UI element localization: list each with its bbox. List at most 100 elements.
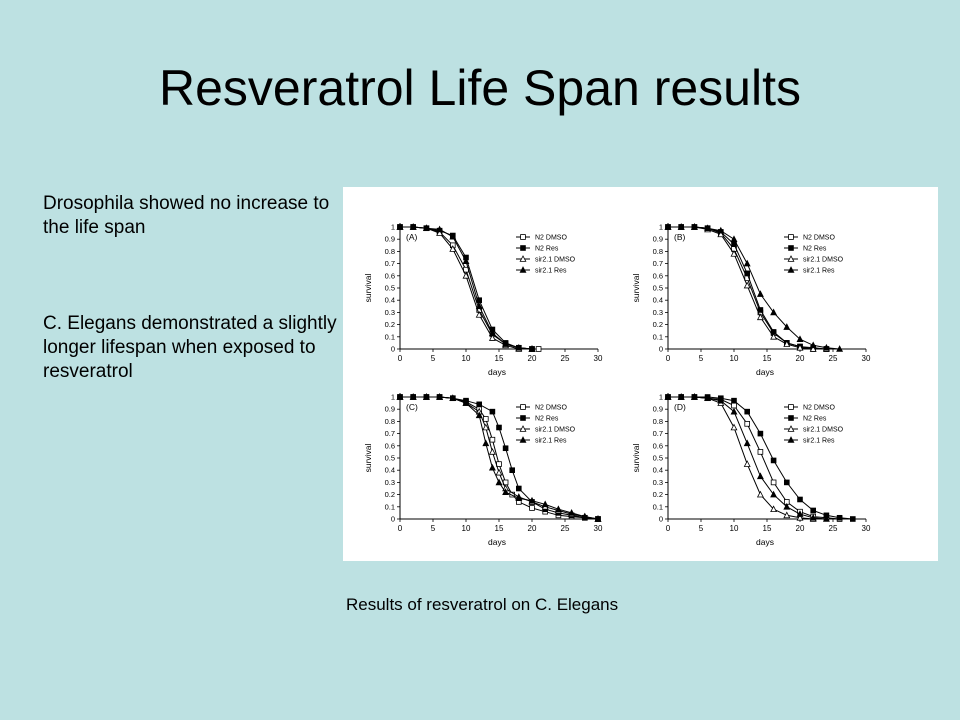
data-point — [496, 424, 502, 431]
series-line — [400, 396, 599, 520]
data-point — [704, 394, 712, 402]
legend-entry: sir2.1 DMSO — [784, 425, 844, 434]
figure-caption: Results of resveratrol on C. Elegans — [346, 595, 619, 614]
data-point — [475, 310, 483, 318]
data-point — [704, 224, 712, 232]
data-point — [664, 393, 672, 400]
legend-label: sir2.1 Res — [803, 438, 835, 445]
legend-label: N2 Res — [803, 246, 827, 253]
data-point — [796, 343, 804, 351]
legend-label: sir2.1 Res — [535, 268, 567, 275]
data-point — [783, 340, 791, 347]
x-axis-label: days — [756, 367, 774, 377]
y-tick-label: 0.2 — [385, 320, 395, 329]
data-point — [462, 257, 470, 264]
data-point — [717, 396, 725, 404]
chart-panel-d: 00.10.20.30.40.50.60.70.80.910 5 10 15 20 25 3… — [631, 393, 871, 548]
data-point — [756, 290, 764, 297]
bullet-text-c-elegans: C. Elegans demonstrated a slightly longe… — [43, 313, 337, 382]
x-tick-label: 15 — [495, 524, 504, 533]
y-tick-label: 0.6 — [653, 271, 663, 280]
data-point — [822, 343, 830, 351]
x-tick-label: 30 — [862, 354, 871, 363]
y-tick-label: 0 — [391, 515, 395, 524]
data-point — [849, 516, 856, 522]
x-tick-label: 10 — [462, 524, 471, 533]
legend-marker — [520, 415, 526, 421]
y-axis-label: survival — [631, 273, 641, 302]
series-sir2-1-res — [396, 223, 536, 352]
legend-label: sir2.1 Res — [535, 438, 567, 445]
data-point — [528, 496, 536, 504]
data-point — [475, 302, 483, 310]
legend-marker — [787, 425, 795, 432]
data-point — [717, 230, 725, 238]
legend-marker — [519, 266, 527, 273]
data-point — [489, 436, 496, 443]
data-point — [783, 323, 791, 330]
series-line — [400, 396, 599, 520]
data-point — [554, 505, 562, 513]
data-point — [809, 513, 817, 521]
legend-entry: sir2.1 Res — [516, 266, 567, 275]
data-point — [770, 479, 777, 486]
x-tick-label: 20 — [796, 354, 805, 363]
data-point — [409, 393, 417, 400]
legend-marker — [519, 425, 527, 432]
legend-entry: sir2.1 Res — [516, 436, 567, 445]
data-point — [449, 394, 457, 402]
data-point — [422, 224, 430, 232]
data-point — [515, 343, 523, 351]
legend-marker — [787, 436, 795, 443]
legend-label: N2 Res — [535, 246, 559, 253]
data-point — [677, 393, 685, 400]
series-line — [400, 226, 533, 350]
data-point — [756, 490, 764, 498]
x-tick-label: 5 — [699, 354, 704, 363]
y-tick-label: 0.7 — [653, 429, 663, 438]
data-point — [482, 423, 490, 431]
legend-label: sir2.1 DMSO — [535, 257, 576, 264]
data-point — [809, 341, 817, 349]
x-tick-label: 20 — [796, 524, 805, 533]
y-tick-label: 0.4 — [653, 296, 663, 305]
y-tick-label: 0.8 — [653, 247, 663, 256]
x-tick-label: 10 — [730, 354, 739, 363]
y-tick-label: 0 — [659, 345, 663, 354]
series-line — [400, 226, 539, 350]
x-tick-label: 20 — [528, 524, 537, 533]
slide-title: Resveratrol Life Span results — [159, 60, 801, 116]
y-tick-label: 0.1 — [653, 502, 663, 511]
y-tick-label: 0.2 — [653, 490, 663, 499]
y-tick-label: 0.1 — [385, 502, 395, 511]
data-point — [783, 511, 791, 519]
y-tick-label: 1 — [659, 223, 663, 232]
data-point — [744, 270, 750, 277]
data-point — [796, 513, 804, 521]
data-point — [488, 463, 496, 471]
data-point — [529, 505, 535, 511]
legend-entry: N2 DMSO — [516, 404, 567, 412]
data-point — [436, 225, 444, 233]
data-point — [515, 485, 522, 492]
legend-marker — [519, 255, 527, 262]
legend-marker — [787, 255, 795, 262]
data-point — [744, 421, 750, 427]
data-point — [809, 345, 817, 352]
legend-entry: sir2.1 Res — [784, 266, 835, 275]
y-tick-label: 0.2 — [653, 320, 663, 329]
data-point — [796, 335, 804, 343]
data-point — [535, 346, 542, 352]
legend-label: N2 DMSO — [803, 235, 835, 242]
data-point — [476, 401, 483, 408]
y-tick-label: 0.1 — [653, 332, 663, 341]
legend-marker — [520, 404, 526, 410]
legend-label: N2 Res — [535, 416, 559, 423]
data-point — [797, 496, 803, 503]
y-tick-label: 0.7 — [653, 259, 663, 268]
y-tick-label: 0.5 — [653, 284, 663, 293]
series-line — [400, 226, 532, 350]
data-point — [396, 223, 404, 230]
legend-entry: N2 Res — [516, 245, 559, 253]
data-point — [568, 509, 576, 516]
